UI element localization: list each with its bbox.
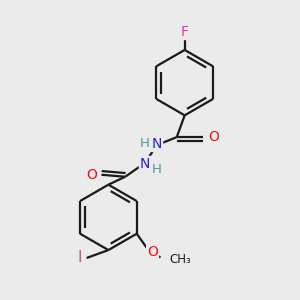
Text: H: H — [140, 136, 150, 150]
Text: I: I — [77, 250, 82, 266]
Text: H: H — [152, 163, 162, 176]
Text: CH₃: CH₃ — [169, 253, 191, 266]
Text: O: O — [86, 168, 97, 182]
Text: N: N — [152, 137, 162, 151]
Text: O: O — [147, 244, 158, 259]
Text: F: F — [181, 25, 189, 39]
Text: N: N — [140, 157, 150, 171]
Text: O: O — [208, 130, 219, 144]
